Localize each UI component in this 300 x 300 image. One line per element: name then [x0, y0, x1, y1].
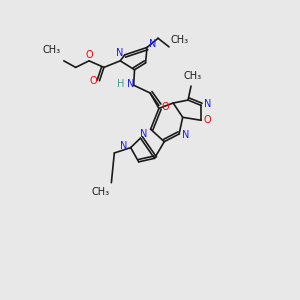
Text: N: N — [140, 129, 147, 139]
Text: N: N — [149, 40, 156, 50]
Text: O: O — [204, 115, 212, 125]
Text: O: O — [89, 76, 97, 86]
Text: N: N — [127, 79, 134, 89]
Text: N: N — [116, 47, 123, 58]
Text: O: O — [85, 50, 93, 61]
Text: CH₃: CH₃ — [183, 71, 202, 81]
Text: CH₃: CH₃ — [170, 35, 189, 45]
Text: N: N — [121, 141, 128, 151]
Text: H: H — [117, 79, 125, 89]
Text: N: N — [204, 99, 211, 109]
Text: CH₃: CH₃ — [92, 187, 110, 197]
Text: O: O — [162, 102, 169, 112]
Text: CH₃: CH₃ — [43, 45, 61, 55]
Text: N: N — [182, 130, 189, 140]
